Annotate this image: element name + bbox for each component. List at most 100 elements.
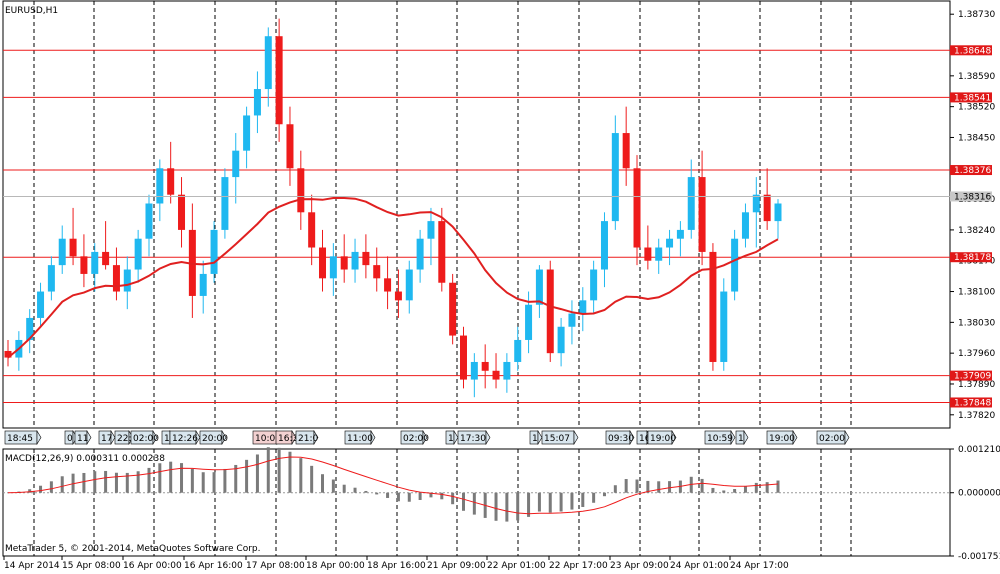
event-label-arrow xyxy=(730,429,736,446)
event-label[interactable]: 1 xyxy=(445,429,459,446)
event-label-arrow xyxy=(195,429,201,446)
candle-body xyxy=(351,251,359,270)
candle-body xyxy=(557,326,565,354)
price-level-label-text: 1.38178 xyxy=(954,253,991,263)
event-label[interactable]: 22: xyxy=(114,429,134,446)
event-label-arrow xyxy=(629,429,635,446)
candle-body xyxy=(308,212,316,248)
event-label-arrow xyxy=(152,429,158,446)
time-axis-label: 22 Apr 01:00 xyxy=(487,561,546,571)
candle-body xyxy=(514,339,522,362)
candle-body xyxy=(394,291,402,301)
event-label[interactable]: 21:0 xyxy=(295,429,319,446)
event-label-text: 10:59 xyxy=(707,434,733,444)
candle-body xyxy=(340,256,348,270)
candle-body xyxy=(752,194,760,213)
event-label[interactable]: 02:00 xyxy=(400,429,429,446)
candle-body xyxy=(80,256,88,274)
candle-body xyxy=(611,133,619,222)
event-label-text: 16:3 xyxy=(278,434,298,444)
candle-body xyxy=(275,36,283,125)
event-label-text: 1 xyxy=(532,434,538,444)
event-label[interactable]: 10:59 xyxy=(704,429,736,446)
event-label-arrow xyxy=(422,429,428,446)
price-axis-label: 1.38590 xyxy=(958,72,995,82)
price-axis-label: 1.37820 xyxy=(958,411,995,421)
event-label[interactable]: 17:30 xyxy=(457,429,491,446)
candle-body xyxy=(535,269,543,305)
candle-body xyxy=(600,221,608,270)
event-label-text: 19:00 xyxy=(769,434,795,444)
candle-body xyxy=(47,265,55,292)
candle-body xyxy=(633,168,641,248)
event-label-text: 20:00 xyxy=(202,434,228,444)
event-label[interactable]: 17 xyxy=(98,429,116,446)
candle-body xyxy=(622,133,630,169)
event-label[interactable]: 09:30 xyxy=(605,429,635,446)
event-label[interactable]: 15:07 xyxy=(541,429,579,446)
event-label[interactable]: 02:00 xyxy=(130,429,159,446)
event-label-arrow xyxy=(671,429,677,446)
candle-body xyxy=(362,251,370,266)
event-label-arrow xyxy=(485,429,491,446)
event-label[interactable]: 1 xyxy=(529,429,543,446)
price-axis-label: 1.37890 xyxy=(958,380,995,390)
price-level-label: 1.38541 xyxy=(950,92,992,103)
candle-body xyxy=(741,212,749,239)
event-label-arrow xyxy=(313,429,319,446)
event-label[interactable]: 1 xyxy=(735,429,749,446)
candle-body xyxy=(492,370,500,380)
event-label-arrow xyxy=(743,429,749,446)
candle-body xyxy=(134,238,142,270)
event-label-text: 10:00 xyxy=(255,434,281,444)
current-price-label: 1.38316 xyxy=(950,191,992,202)
candle-body xyxy=(644,247,652,261)
event-label[interactable]: 12:26 xyxy=(169,429,201,446)
event-label-text: 16 xyxy=(639,434,651,444)
event-label[interactable]: 19:00 xyxy=(647,429,677,446)
time-axis-label: 16 Apr 16:00 xyxy=(184,561,243,571)
candle-body xyxy=(37,291,45,318)
event-label[interactable]: 02:00 xyxy=(816,429,850,446)
event-label[interactable]: 11:00 xyxy=(344,429,376,446)
event-label[interactable]: 19:00 xyxy=(766,429,798,446)
candle-body xyxy=(123,269,131,292)
event-label-text: 11:00 xyxy=(347,434,373,444)
candle-body xyxy=(459,335,467,380)
candle-body xyxy=(525,304,533,340)
price-level-label-bg xyxy=(950,370,992,381)
event-label[interactable]: 16:3 xyxy=(275,429,298,446)
macd-pane[interactable] xyxy=(2,447,951,557)
price-axis-label: 1.38520 xyxy=(958,103,995,113)
price-level-label-bg xyxy=(950,397,992,408)
price-level-label-text: 1.37909 xyxy=(954,372,991,382)
current-price-label-text: 1.38316 xyxy=(954,192,991,202)
event-label-arrow xyxy=(370,429,376,446)
candle-body xyxy=(666,238,674,248)
time-axis-label: 16 Apr 00:00 xyxy=(123,561,182,571)
time-axis-label: 17 Apr 08:00 xyxy=(246,561,305,571)
candle-body xyxy=(427,221,435,239)
event-label-text: 12:26 xyxy=(172,434,198,444)
event-label[interactable]: 11 xyxy=(74,429,92,446)
price-axis-label: 1.38730 xyxy=(958,10,995,20)
event-label-text: 1 xyxy=(448,434,454,444)
price-level-label-bg xyxy=(950,45,992,56)
time-axis-label: 22 Apr 17:00 xyxy=(549,561,608,571)
event-label[interactable]: 20:00 xyxy=(199,429,228,446)
event-label-text: 17 xyxy=(101,434,112,444)
event-label-text: 0 xyxy=(67,434,73,444)
event-label-text: 22: xyxy=(117,434,131,444)
price-level-label: 1.38178 xyxy=(950,252,992,263)
candle-body xyxy=(329,256,337,279)
candle-body xyxy=(253,89,261,116)
candle-body xyxy=(763,194,771,222)
price-level-label: 1.38376 xyxy=(950,165,992,176)
candle-body xyxy=(145,203,153,239)
event-label[interactable]: 18:45 xyxy=(4,429,42,446)
price-pane-frame xyxy=(2,0,951,429)
copyright-text: MetaTrader 5, © 2001-2014, MetaQuotes So… xyxy=(5,544,261,554)
event-label-text: 02:00 xyxy=(133,434,159,444)
